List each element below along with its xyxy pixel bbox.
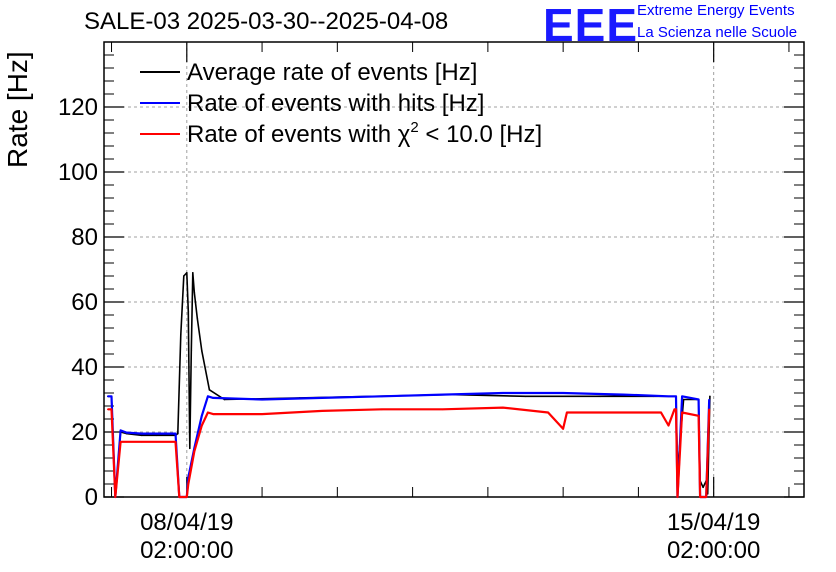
series-chi2-rate-point <box>212 413 214 415</box>
series-average-rate-point <box>140 434 143 437</box>
y-tick-label: 100 <box>58 159 98 186</box>
series-hits-rate-point <box>622 393 625 396</box>
series-chi2-rate-point <box>110 408 113 411</box>
series-hits-rate-point <box>155 432 158 435</box>
series-chi2-rate-point <box>114 496 117 498</box>
y-tick-label: 60 <box>71 289 98 316</box>
legend-chi2-label: Rate of events with χ2 < 10.0 [Hz] <box>187 119 542 148</box>
series-average-rate-point <box>193 291 196 294</box>
series-average-rate-point <box>702 486 704 489</box>
y-tick-label: 120 <box>58 94 98 121</box>
series-chi2-rate-point <box>321 410 324 412</box>
series-average-rate-point <box>192 272 194 274</box>
series-chi2-rate-point <box>697 415 700 417</box>
series-average-rate-point <box>682 398 685 401</box>
series-chi2-rate-point <box>119 441 122 443</box>
series-hits-rate-point <box>174 432 177 435</box>
series-chi2-rate-point <box>660 411 662 414</box>
series-chi2-rate <box>107 406 711 499</box>
series-chi2-rate-point <box>673 408 676 411</box>
series-hits-rate-point <box>681 395 683 398</box>
series-chi2-rate-point <box>705 496 707 498</box>
series-chi2-rate-point <box>193 450 196 453</box>
logo-subtitle-line2: La Scienza nelle Scuole <box>637 24 798 41</box>
series-average-rate-point <box>186 272 188 274</box>
series-average-rate-point <box>201 350 203 352</box>
series-chi2-rate-point <box>622 411 625 414</box>
series-chi2-rate-point <box>675 408 677 411</box>
series-chi2-rate-point <box>699 496 701 498</box>
series-average-rate-point <box>524 395 527 398</box>
series-chi2-rate-point <box>676 496 679 498</box>
series-average-rate-point <box>187 311 190 313</box>
series-hits-rate-point <box>675 395 677 398</box>
series-chi2-rate-point <box>441 408 444 411</box>
series-chi2-rate-point <box>182 496 184 498</box>
series-hits-rate-point <box>140 432 143 435</box>
series-hits-rate-point <box>697 398 700 401</box>
x-tick-label-time: 02:00:00 <box>667 537 760 564</box>
y-tick-label: 80 <box>71 224 98 251</box>
series-chi2-rate-point <box>547 411 549 414</box>
series-average-rate-point <box>155 434 158 437</box>
series-average-rate-point <box>190 350 193 352</box>
series-average-rate-point <box>177 432 179 435</box>
y-tick-label: 0 <box>85 484 98 511</box>
plot-frame <box>103 41 805 498</box>
series-average-rate-point <box>208 389 211 391</box>
series-hits-rate-point <box>562 392 564 394</box>
series-hits-rate-point <box>502 392 504 394</box>
logo-subtitle-line1: Extreme Energy Events <box>637 2 795 19</box>
series-average-rate-point <box>600 395 602 398</box>
series-hits-rate-point <box>119 429 122 432</box>
chart-title: SALE-03 2025-03-30--2025-04-08 <box>84 8 449 35</box>
series-chi2-rate-point <box>140 441 143 443</box>
series-chi2-rate-point <box>201 424 203 427</box>
series-chi2-rate-point <box>186 496 188 498</box>
series-average-rate-point <box>183 275 185 277</box>
series-hits-rate-point <box>381 395 384 398</box>
series-chi2-rate-point <box>125 441 128 443</box>
series-chi2-rate-point <box>155 441 158 443</box>
series-hits-rate-point <box>207 395 209 398</box>
series-average-rate-point <box>196 317 199 320</box>
x-tick-label-time: 02:00:00 <box>140 537 233 564</box>
series-chi2-rate-point <box>178 496 181 498</box>
series-chi2-rate-point <box>207 411 209 414</box>
series-hits-rate-point <box>708 398 710 401</box>
x-tick-label-date: 15/04/19 <box>667 509 760 536</box>
x-tick-label-date: 08/04/19 <box>140 509 233 536</box>
series-chi2-rate-point <box>681 411 683 414</box>
series-average-rate-point <box>180 333 182 336</box>
series-chi2-rate-point <box>566 411 568 414</box>
series-average-rate-point <box>709 395 711 398</box>
y-tick-label: 40 <box>71 354 98 381</box>
series-hits-rate-point <box>212 397 214 399</box>
series-hits-rate-point <box>321 397 324 399</box>
series-hits-rate-point <box>110 395 113 398</box>
series-chi2-rate-point <box>107 408 109 411</box>
series-chi2-rate-point <box>187 483 190 485</box>
series-hits-rate-point <box>107 395 109 398</box>
legend-hits-label: Rate of events with hits [Hz] <box>187 90 484 117</box>
series-hits-rate-point <box>125 431 128 434</box>
series-hits-rate-point <box>261 398 263 401</box>
series-average-rate-point <box>189 447 191 450</box>
series-hits-rate-point <box>201 415 203 417</box>
series-chi2-rate-point <box>667 424 670 427</box>
series-chi2-rate-point <box>381 408 384 411</box>
series-hits-rate-point <box>441 393 444 396</box>
series-chi2-rate-point <box>502 406 504 409</box>
series-chi2-rate-point <box>708 408 710 411</box>
series-hits-rate-point <box>667 395 670 398</box>
series-average-rate <box>107 271 711 498</box>
legend-average-label: Average rate of events [Hz] <box>187 59 477 86</box>
series-chi2-rate-point <box>261 413 263 415</box>
y-tick-label: 20 <box>71 419 98 446</box>
series-chi2-rate-point <box>562 428 564 430</box>
series-chi2-rate-point <box>174 441 177 443</box>
